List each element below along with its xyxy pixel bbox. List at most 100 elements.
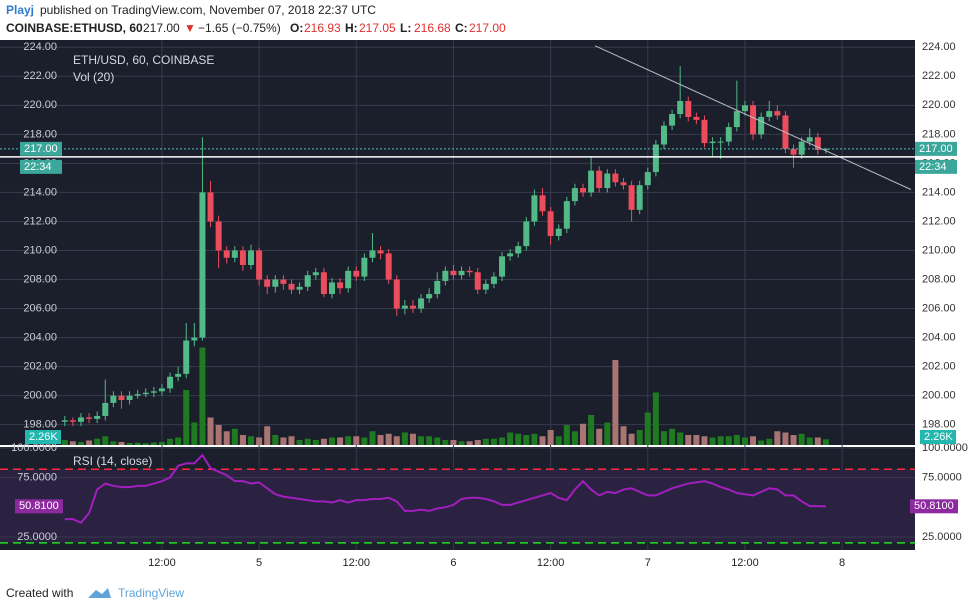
volume-bar (288, 436, 295, 445)
candle-body (814, 137, 821, 150)
candle-body (709, 141, 716, 144)
y-tick-label: 218.00 (922, 128, 956, 140)
volume-bar (588, 415, 595, 445)
candle-body (523, 221, 530, 247)
candle-body (118, 395, 125, 400)
candle-body (280, 279, 287, 284)
volume-bar (239, 435, 246, 445)
rsi-tick-label: 25.0000 (17, 531, 57, 543)
candle-body (652, 144, 659, 173)
y-tick-label: 210.00 (23, 244, 57, 256)
volume-bar (612, 360, 619, 445)
y-tick-label: 222.00 (922, 70, 956, 82)
volume-bar (102, 436, 109, 445)
volume-bar (223, 431, 230, 445)
candle-body (499, 256, 506, 277)
x-tick-label: 12:00 (731, 557, 759, 569)
footer-brand[interactable]: TradingView (118, 586, 184, 600)
volume-bar (94, 438, 101, 445)
candle-body (199, 192, 206, 338)
legend-rsi: RSI (14, close) (73, 454, 152, 468)
volume-bar (547, 430, 554, 445)
volume-tag: 2.26K (29, 431, 58, 443)
candle-body (693, 116, 700, 120)
time-tag: 22:34 (24, 161, 52, 173)
candle-body (304, 275, 311, 287)
y-tick-label: 202.00 (23, 361, 57, 373)
volume-bar (490, 438, 497, 445)
volume-bar (167, 438, 174, 445)
volume-bar (499, 437, 506, 445)
y-tick-label: 212.00 (23, 215, 57, 227)
volume-bar (150, 442, 157, 445)
candle-body (790, 148, 797, 155)
y-tick-label: 204.00 (922, 331, 956, 343)
ohlc-value: 216.68 (414, 21, 451, 35)
candle-body (555, 228, 562, 236)
y-tick-label: 198.00 (922, 419, 956, 431)
candle-body (806, 137, 813, 142)
rsi-tag: 50.8100 (914, 500, 954, 512)
volume-bar (110, 441, 117, 445)
volume-tag: 2.26K (924, 431, 953, 443)
candle-body (580, 188, 587, 193)
volume-bar (434, 437, 441, 445)
candle-body (272, 279, 279, 287)
pane-divider (0, 445, 915, 447)
volume-bar (563, 425, 570, 445)
volume-bar (652, 392, 659, 445)
author[interactable]: Playj (6, 3, 34, 17)
rsi-tick-label: 75.0000 (922, 472, 962, 484)
volume-bar (701, 436, 708, 445)
candle-body (409, 305, 416, 309)
volume-bar (401, 432, 408, 445)
candle-body (150, 391, 157, 393)
volume-bar (580, 423, 587, 445)
candle-body (191, 337, 198, 341)
volume-bar (175, 437, 182, 445)
x-tick-label: 12:00 (148, 557, 176, 569)
candle-body (596, 170, 603, 189)
volume-bar (806, 437, 813, 445)
y-tick-label: 204.00 (23, 331, 57, 343)
volume-bar (86, 440, 93, 445)
y-tick-label: 224.00 (922, 41, 956, 53)
volume-bar (822, 439, 829, 445)
volume-bar (345, 436, 352, 445)
y-tick-label: 220.00 (922, 99, 956, 111)
candle-body (426, 294, 433, 299)
candle-body (604, 173, 611, 189)
candle-body (588, 170, 595, 193)
price-tag: 217.00 (919, 143, 953, 155)
symbol: COINBASE:ETHUSD, 60 (6, 21, 143, 35)
candle-body (717, 141, 724, 143)
volume-bar (272, 435, 279, 445)
candle-body (288, 283, 295, 290)
candle-body (248, 250, 255, 265)
y-tick-label: 222.00 (23, 70, 57, 82)
x-tick-label: 12:00 (343, 557, 371, 569)
volume-bar (474, 440, 481, 445)
x-tick-label: 7 (645, 557, 651, 569)
volume-bar (717, 436, 724, 445)
candle-body (434, 280, 441, 295)
y-tick-label: 210.00 (922, 244, 956, 256)
y-tick-label: 202.00 (922, 361, 956, 373)
candle-body (377, 250, 384, 254)
candle-body (741, 105, 748, 112)
arrow: ▼ (184, 21, 196, 35)
candle-body (369, 250, 376, 258)
candle-body (725, 127, 732, 142)
candle-body (660, 125, 667, 145)
y-tick-label: 208.00 (23, 273, 57, 285)
candle-body (207, 192, 214, 222)
candle-body (685, 100, 692, 117)
volume-bar (248, 436, 255, 445)
volume-bar (571, 431, 578, 445)
volume-bar (482, 438, 489, 445)
rsi-tag-box (910, 499, 958, 514)
volume-bar (507, 432, 514, 445)
volume-bar (393, 436, 400, 445)
candle-body (458, 270, 465, 276)
legend-main: ETH/USD, 60, COINBASE (73, 53, 214, 67)
